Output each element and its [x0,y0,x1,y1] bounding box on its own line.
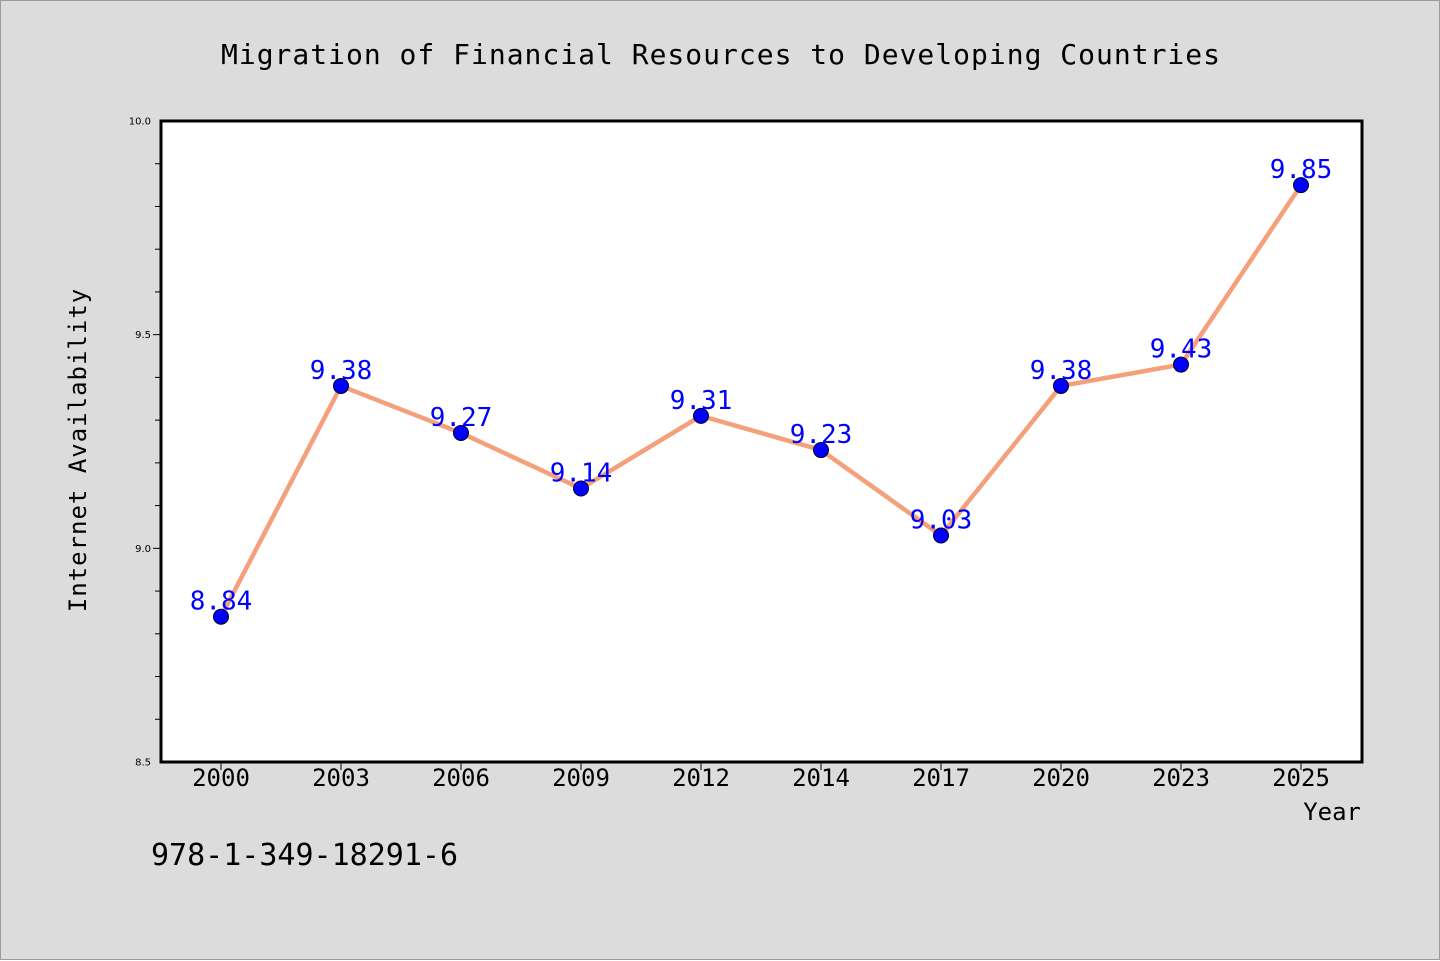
y-tick-label: 10.0 [129,117,151,128]
plot-area [159,119,1364,764]
x-tick-label: 2014 [792,764,850,792]
series-group [213,177,1309,625]
footer-code: 978-1-349-18291-6 [151,838,458,873]
x-tick-label: 2020 [1032,764,1090,792]
data-label: 9.31 [670,386,733,416]
data-label: 9.38 [1030,356,1093,386]
data-point [1053,377,1069,394]
data-label: 9.03 [910,506,973,536]
data-point [933,527,949,544]
y-axis-label: Internet Availability [64,288,92,612]
data-point [333,377,349,394]
x-tick-label: 2003 [312,764,370,792]
data-point [813,442,829,459]
data-point [1293,177,1309,194]
data-label: 9.43 [1150,335,1213,365]
x-tick-label: 2009 [552,764,610,792]
y-axis-ticks: 8.5 9.0 9.5 10.0 [129,117,161,769]
data-labels-group: 8.84 9.38 9.27 9.14 9.31 9.23 9.03 9.38 9.43 9.85 [190,155,1333,617]
x-tick-label: 2006 [432,764,490,792]
series-line [218,182,1304,619]
x-tick-label: 2017 [912,764,970,792]
data-label: 8.84 [190,587,253,617]
data-point [213,608,229,625]
x-tick-label: 2023 [1152,764,1210,792]
x-axis-label: Year [1303,798,1361,826]
y-tick-label: 9.0 [135,544,151,555]
data-point [453,424,469,441]
data-label: 9.14 [550,459,613,489]
y-tick-label: 8.5 [135,758,151,769]
data-point [573,480,589,497]
x-tick-label: 2000 [192,764,250,792]
x-axis-ticks: 2000 2003 2006 2009 2012 2014 2017 2020 2023 2025 [192,762,1330,792]
data-label: 9.85 [1270,155,1333,185]
chart-title: Migration of Financial Resources to Deve… [221,38,1221,71]
x-tick-label: 2012 [672,764,730,792]
data-point [1173,356,1189,373]
data-label: 9.27 [430,403,493,433]
y-tick-label: 9.5 [135,330,151,341]
data-label: 9.38 [310,356,373,386]
data-label: 9.23 [790,420,853,450]
data-point [693,407,709,424]
x-tick-label: 2025 [1272,764,1330,792]
